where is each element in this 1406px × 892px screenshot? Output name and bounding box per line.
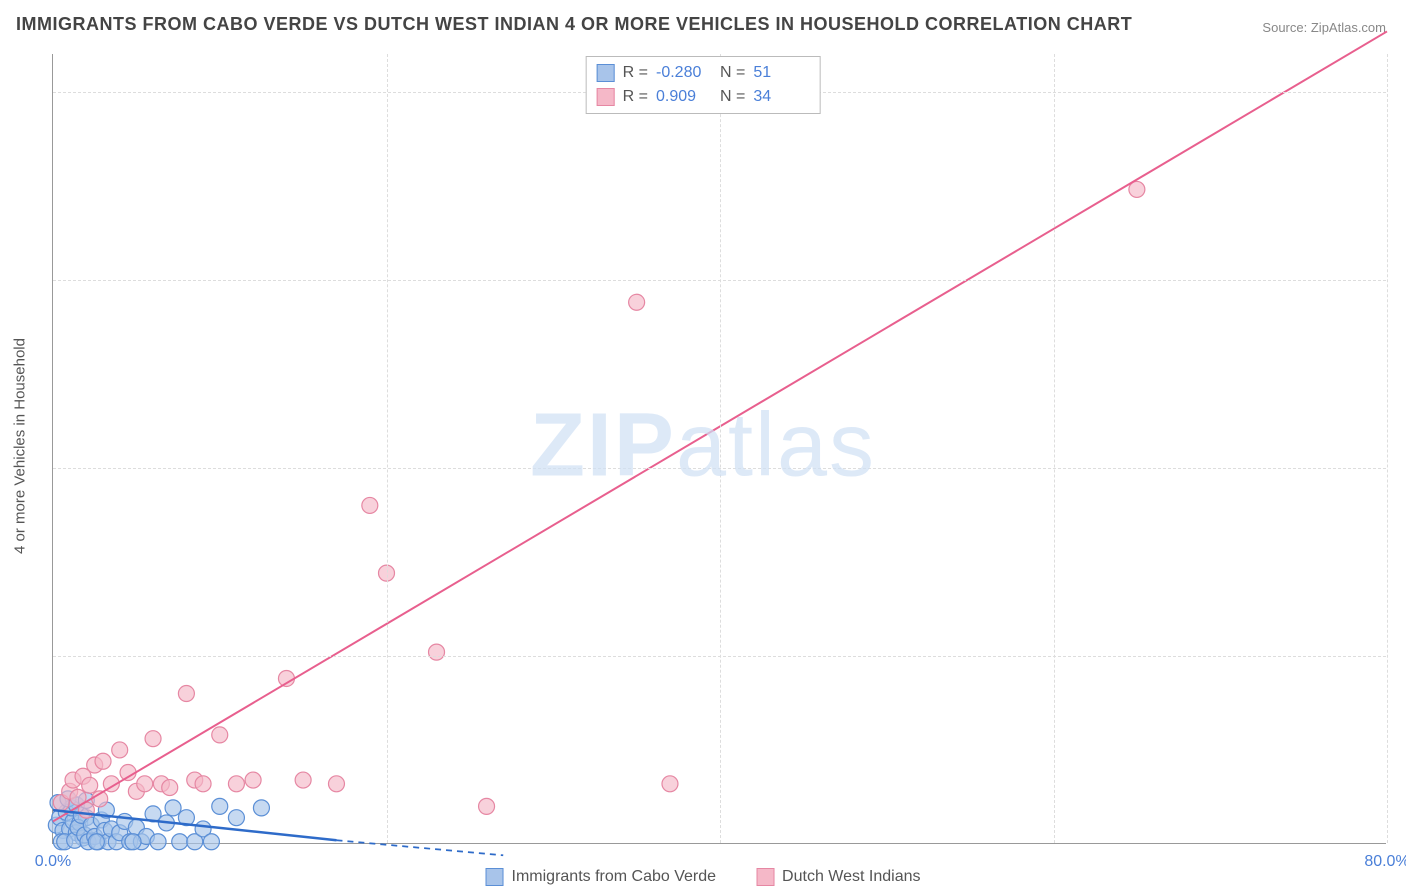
data-point [150,834,166,850]
data-point [82,777,98,793]
data-point [228,776,244,792]
gridline-v [1387,54,1388,843]
data-point [137,776,153,792]
correlation-legend: R = -0.280 N = 51 R = 0.909 N = 34 [586,56,821,114]
n-value-series2: 34 [753,88,809,106]
legend-item-series1: Immigrants from Cabo Verde [486,868,717,886]
r-label: R = [623,88,648,106]
series-legend: Immigrants from Cabo Verde Dutch West In… [478,866,929,888]
n-label: N = [720,64,745,82]
x-tick-label: 80.0% [1364,853,1406,871]
data-point [212,727,228,743]
data-point [88,834,104,850]
data-point [112,742,128,758]
y-axis-label: 4 or more Vehicles in Household [12,338,29,554]
data-point [212,798,228,814]
data-point [479,798,495,814]
n-label: N = [720,88,745,106]
n-value-series1: 51 [753,64,809,82]
data-point [178,686,194,702]
legend-label-series2: Dutch West Indians [782,868,920,886]
legend-swatch-series2 [597,88,615,106]
data-point [228,810,244,826]
data-point [172,834,188,850]
source-label: Source: [1262,20,1307,35]
data-point [328,776,344,792]
data-point [362,497,378,513]
legend-row-series1: R = -0.280 N = 51 [597,61,810,85]
gridline-v [720,54,721,843]
legend-swatch-series1 [597,64,615,82]
legend-label-series1: Immigrants from Cabo Verde [512,868,717,886]
legend-item-series2: Dutch West Indians [756,868,920,886]
source-attribution: Source: ZipAtlas.com [1262,20,1386,35]
data-point [253,800,269,816]
data-point [195,776,211,792]
data-point [165,800,181,816]
data-point [295,772,311,788]
trend-line [336,840,503,855]
source-link[interactable]: ZipAtlas.com [1311,20,1386,35]
data-point [145,731,161,747]
legend-row-series2: R = 0.909 N = 34 [597,85,810,109]
legend-swatch-series1 [486,868,504,886]
data-point [629,294,645,310]
chart-title: IMMIGRANTS FROM CABO VERDE VS DUTCH WEST… [16,14,1132,35]
data-point [95,753,111,769]
data-point [125,834,141,850]
x-tick-label: 0.0% [35,853,71,871]
data-point [662,776,678,792]
r-value-series2: 0.909 [656,88,712,106]
r-label: R = [623,64,648,82]
data-point [429,644,445,660]
data-point [245,772,261,788]
gridline-v [387,54,388,843]
data-point [162,780,178,796]
data-point [203,834,219,850]
r-value-series1: -0.280 [656,64,712,82]
legend-swatch-series2 [756,868,774,886]
chart-plot-area: 25.0%50.0%75.0%100.0%0.0%80.0% [52,54,1386,844]
gridline-v [1054,54,1055,843]
